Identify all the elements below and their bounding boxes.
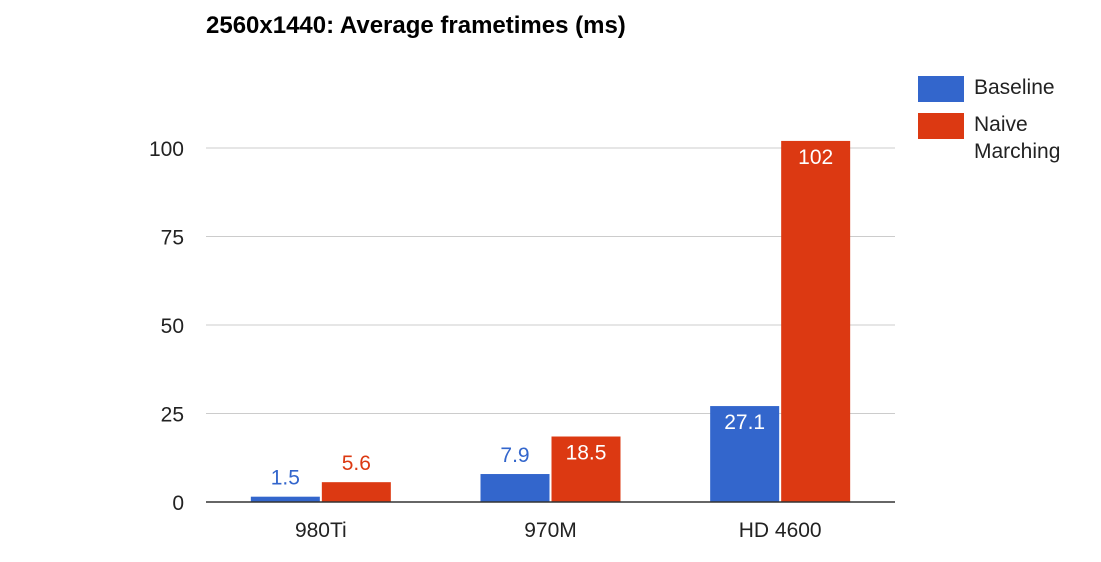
legend-swatch-baseline <box>918 76 964 102</box>
legend-swatch-naive-marching <box>918 113 964 139</box>
gridlines <box>206 147 895 414</box>
x-tick-label: HD 4600 <box>739 519 822 542</box>
bar <box>710 406 780 502</box>
y-axis-ticks: 0 25 50 75 100 <box>149 138 184 515</box>
legend-item-naive-marching: Naive Marching <box>918 111 1094 165</box>
legend-item-baseline: Baseline <box>918 74 1094 102</box>
legend-label-naive-marching: Naive Marching <box>974 113 1061 163</box>
y-tick-label: 0 <box>172 492 184 515</box>
bars <box>250 140 851 503</box>
x-axis-ticks: 980Ti 970M HD 4600 <box>295 519 822 542</box>
bar <box>250 496 320 502</box>
y-tick-label: 50 <box>161 315 184 338</box>
bar <box>321 482 391 502</box>
data-label: 18.5 <box>566 442 607 465</box>
bar <box>480 474 550 502</box>
data-label: 27.1 <box>724 411 765 434</box>
legend-label-baseline: Baseline <box>974 76 1055 99</box>
x-tick-label: 980Ti <box>295 519 347 542</box>
data-label: 5.6 <box>342 452 371 475</box>
y-tick-label: 25 <box>161 404 184 427</box>
bar <box>781 140 851 503</box>
y-tick-label: 100 <box>149 138 184 161</box>
legend: Baseline Naive Marching <box>918 74 1094 174</box>
x-tick-label: 970M <box>524 519 577 542</box>
data-label: 102 <box>798 146 833 169</box>
chart-title: 2560x1440: Average frametimes (ms) <box>206 12 626 39</box>
y-tick-label: 75 <box>161 227 184 250</box>
data-label: 1.5 <box>271 467 300 490</box>
bar <box>551 436 621 502</box>
data-labels: 1.5 5.6 7.9 18.5 27.1 102 <box>271 146 833 490</box>
data-label: 7.9 <box>500 444 529 467</box>
